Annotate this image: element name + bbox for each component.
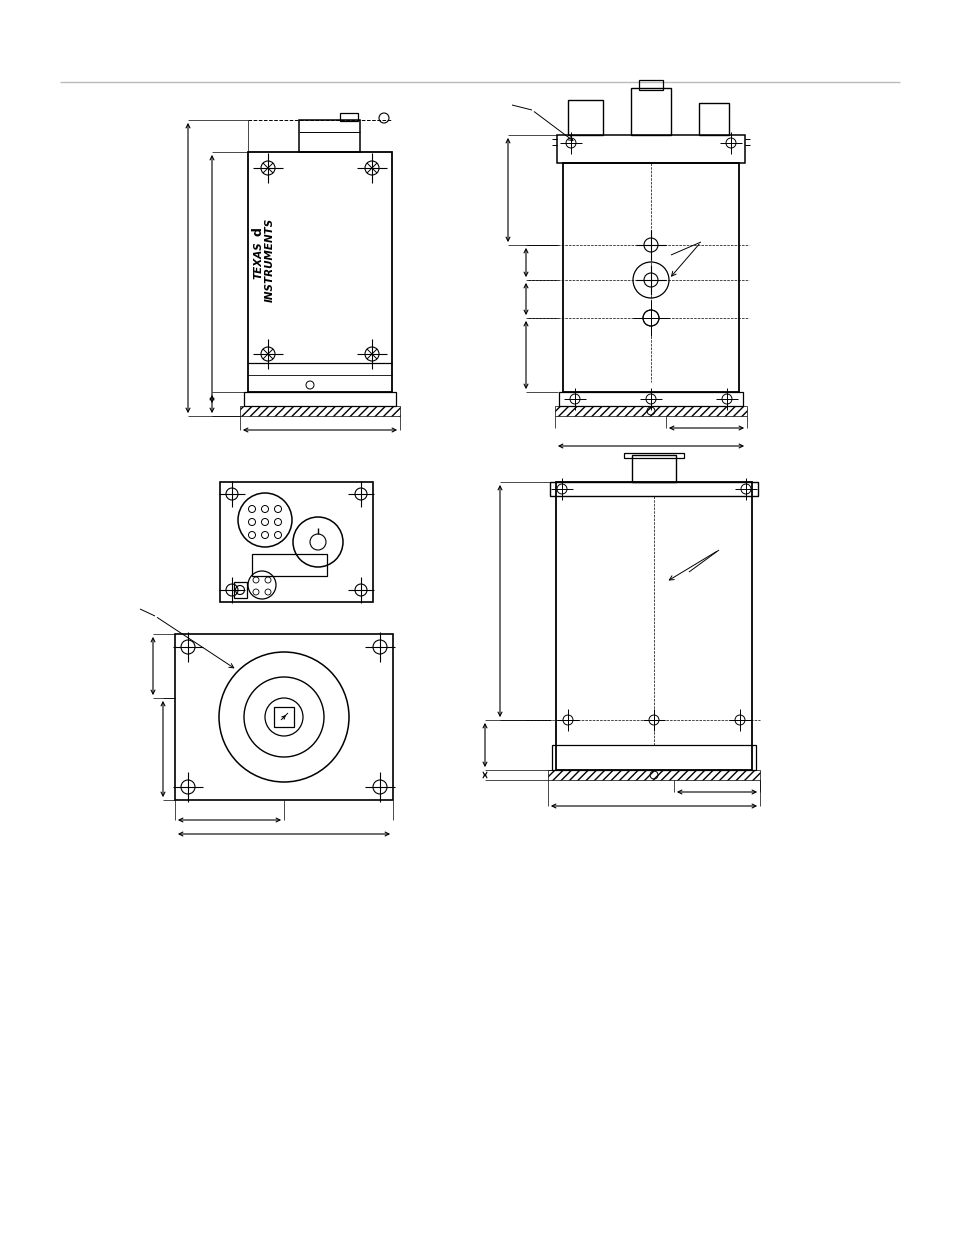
- Text: d: d: [252, 227, 264, 236]
- Bar: [623, 453, 683, 458]
- Bar: [639, 80, 662, 90]
- Bar: [244, 391, 395, 406]
- Bar: [298, 120, 359, 152]
- Bar: [248, 152, 392, 391]
- Bar: [174, 634, 393, 800]
- Bar: [552, 745, 755, 769]
- Bar: [630, 88, 670, 135]
- Bar: [240, 406, 399, 416]
- Bar: [562, 163, 739, 391]
- Bar: [220, 482, 373, 601]
- Bar: [252, 555, 327, 576]
- Bar: [339, 112, 357, 121]
- Bar: [555, 406, 746, 416]
- Bar: [558, 391, 742, 406]
- Bar: [567, 100, 602, 135]
- Bar: [547, 769, 760, 781]
- Bar: [233, 582, 247, 598]
- Bar: [274, 706, 294, 727]
- Bar: [556, 482, 751, 769]
- Text: TEXAS
INSTRUMENTS: TEXAS INSTRUMENTS: [253, 217, 274, 303]
- Bar: [557, 135, 744, 163]
- Bar: [631, 454, 676, 482]
- Bar: [550, 482, 758, 496]
- Bar: [699, 103, 728, 135]
